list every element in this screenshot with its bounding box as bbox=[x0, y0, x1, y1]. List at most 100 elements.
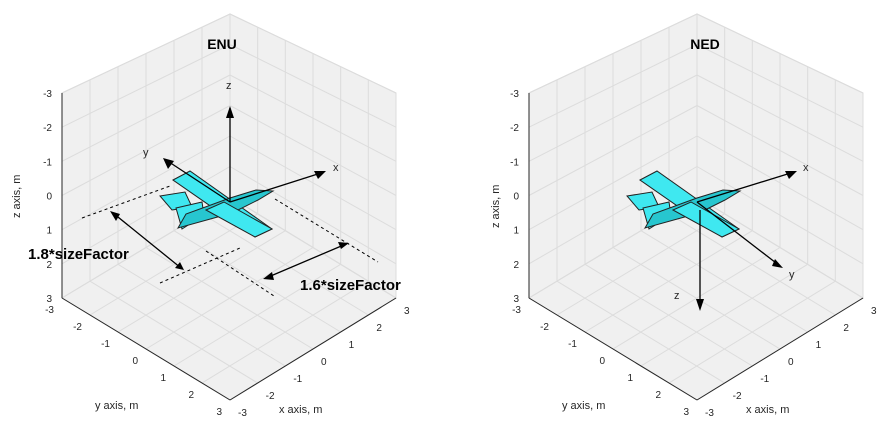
z-tick-label: 3 bbox=[513, 294, 519, 305]
dim-arrow-2-head-a bbox=[263, 272, 274, 280]
grid-line bbox=[229, 196, 397, 299]
axes-frame bbox=[61, 93, 397, 401]
dim-line-2a bbox=[274, 198, 379, 263]
z-tick-label: 2 bbox=[46, 260, 52, 271]
aircraft-model bbox=[626, 170, 742, 238]
y-tick-label: -2 bbox=[73, 322, 82, 333]
z-arrow-label: z bbox=[674, 290, 680, 302]
y-axis-line bbox=[61, 297, 231, 401]
plot-title: NED bbox=[690, 36, 720, 52]
y-arrow bbox=[165, 159, 231, 203]
z-tick-label: 0 bbox=[513, 192, 519, 203]
y-tick-label: 3 bbox=[216, 407, 222, 418]
body-axes: x y z bbox=[143, 80, 339, 203]
y-tick-label: -1 bbox=[568, 339, 577, 350]
z-tick-label: -3 bbox=[43, 89, 52, 100]
x-tick-label: 2 bbox=[843, 323, 849, 334]
y-arrow-label: y bbox=[143, 147, 149, 159]
x-axis-label: x axis, m bbox=[746, 404, 789, 416]
x-axis-label: x axis, m bbox=[279, 404, 322, 416]
x-tick-label: 0 bbox=[788, 357, 794, 368]
x-tick-label: -2 bbox=[266, 391, 275, 402]
x-tick-label: -2 bbox=[733, 391, 742, 402]
x-arrowhead bbox=[314, 171, 326, 179]
y-arrow bbox=[696, 201, 781, 267]
y-axis-line bbox=[528, 297, 698, 401]
z-tick-label: -1 bbox=[43, 157, 52, 168]
y-tick-label: 1 bbox=[627, 373, 633, 384]
x-tick-label: -1 bbox=[760, 374, 769, 385]
x-arrow bbox=[229, 171, 325, 203]
z-arrowhead bbox=[226, 106, 234, 118]
x-arrow-label: x bbox=[333, 162, 339, 174]
y-tick-label: 2 bbox=[188, 390, 194, 401]
dim-arrow-1-head-b bbox=[175, 262, 184, 270]
y-tick-label: 0 bbox=[599, 356, 605, 367]
z-arrow-label: z bbox=[226, 80, 232, 92]
dim-arrow-1-head-a bbox=[110, 211, 120, 221]
x-tick-label: 0 bbox=[321, 357, 327, 368]
aircraft-model bbox=[159, 170, 275, 238]
axes-frame bbox=[528, 93, 864, 401]
y-tick-label: -2 bbox=[540, 322, 549, 333]
y-tick-label: -3 bbox=[512, 305, 521, 316]
x-tick-label: -3 bbox=[705, 408, 714, 419]
dim-line-1b bbox=[159, 247, 241, 284]
x-tick-label: 1 bbox=[816, 340, 822, 351]
z-axis-label: z axis, m bbox=[11, 175, 23, 218]
x-tick-label: 3 bbox=[871, 306, 877, 317]
z-tick-label: -2 bbox=[510, 123, 519, 134]
z-tick-label: 1 bbox=[513, 226, 519, 237]
grid-line bbox=[201, 280, 369, 384]
y-arrow-label: y bbox=[789, 269, 795, 281]
y-tick-label: 0 bbox=[132, 356, 138, 367]
z-tick-label: 1 bbox=[46, 226, 52, 237]
dim-arrow-1 bbox=[112, 212, 182, 269]
z-arrowhead bbox=[696, 299, 704, 311]
dim-line-1a bbox=[81, 185, 171, 219]
aircraft-wing-front bbox=[204, 201, 274, 238]
x-tick-label: -3 bbox=[238, 408, 247, 419]
x-tick-label: 1 bbox=[349, 340, 355, 351]
dimension-annotations: 1.8*sizeFactor 1.6*sizeFactor bbox=[28, 185, 401, 297]
y-axis-label: y axis, m bbox=[95, 400, 138, 412]
aircraft-wing-front bbox=[671, 201, 741, 238]
y-tick-label: 1 bbox=[160, 373, 166, 384]
z-tick-label: 0 bbox=[46, 192, 52, 203]
plot-title: ENU bbox=[207, 36, 237, 52]
y-arrowhead bbox=[772, 259, 783, 268]
x-axis-line bbox=[696, 297, 864, 401]
z-tick-label: 2 bbox=[513, 260, 519, 271]
y-tick-label: 2 bbox=[655, 390, 661, 401]
x-axis-line bbox=[229, 297, 397, 401]
z-axis-label: z axis, m bbox=[490, 185, 502, 228]
z-tick-label: -2 bbox=[43, 123, 52, 134]
dim-arrow-2 bbox=[265, 243, 347, 279]
y-tick-label: -3 bbox=[45, 305, 54, 316]
z-tick-label: -3 bbox=[510, 89, 519, 100]
dim-arrow-2-head-b bbox=[338, 242, 349, 249]
x-arrow-label: x bbox=[803, 162, 809, 174]
dim-label-2: 1.6*sizeFactor bbox=[300, 277, 401, 294]
y-tick-label: 3 bbox=[683, 407, 689, 418]
body-axes: x y z bbox=[674, 162, 809, 311]
x-arrowhead bbox=[785, 171, 797, 179]
z-tick-label: 3 bbox=[46, 294, 52, 305]
y-axis-label: y axis, m bbox=[562, 400, 605, 412]
dim-line-2b bbox=[205, 250, 275, 297]
x-tick-label: 2 bbox=[376, 323, 382, 334]
z-tick-label: -1 bbox=[510, 157, 519, 168]
x-tick-label: 3 bbox=[404, 306, 410, 317]
grid-line bbox=[696, 196, 864, 299]
dim-label-1: 1.8*sizeFactor bbox=[28, 246, 129, 263]
x-arrow bbox=[696, 171, 795, 203]
y-arrowhead bbox=[163, 158, 174, 169]
grid-line bbox=[668, 280, 836, 384]
y-tick-label: -1 bbox=[101, 339, 110, 350]
x-tick-label: -1 bbox=[293, 374, 302, 385]
